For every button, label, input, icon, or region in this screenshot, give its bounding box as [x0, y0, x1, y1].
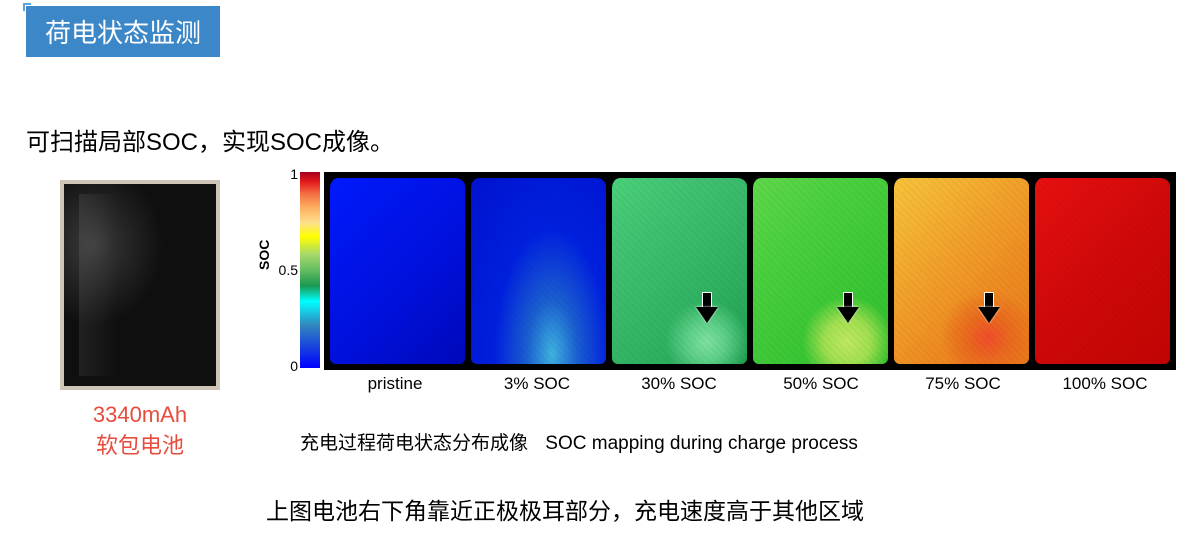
xlabel: 100% SOC [1034, 374, 1176, 394]
arrow-down-icon [696, 293, 718, 323]
heatmap-panel-30soc [612, 178, 747, 364]
xaxis-labels: pristine 3% SOC 30% SOC 50% SOC 75% SOC … [324, 374, 1176, 394]
section-badge-text: 荷电状态监测 [45, 18, 201, 48]
xlabel: 3% SOC [466, 374, 608, 394]
figure-caption-zh: 充电过程荷电状态分布成像 [300, 433, 528, 454]
heatmap-panel-50soc [753, 178, 888, 364]
heatmap-panel-100soc [1035, 178, 1170, 364]
section-badge: 荷电状态监测 [26, 6, 220, 57]
xlabel: 75% SOC [892, 374, 1034, 394]
yaxis-title: SOC [256, 240, 272, 270]
battery-caption: 3340mAh 软包电池 [60, 400, 220, 462]
heatmap-strip [324, 172, 1176, 370]
xlabel: 50% SOC [750, 374, 892, 394]
ytick: 0 [290, 358, 298, 374]
battery-caption-line1: 3340mAh [93, 402, 187, 427]
heatmap-panel-75soc [894, 178, 1029, 364]
heatmap-panel-3soc [471, 178, 606, 364]
xlabel: 30% SOC [608, 374, 750, 394]
yaxis-ticks: 1 0.5 0 [276, 170, 298, 370]
battery-photo [60, 180, 220, 390]
heatmap-panel-pristine [330, 178, 465, 364]
colorbar [300, 172, 320, 368]
arrow-down-icon [978, 293, 1000, 323]
ytick: 0.5 [279, 262, 298, 278]
figure-note: 上图电池右下角靠近正极极耳部分，充电速度高于其他区域 [266, 492, 864, 526]
battery-caption-line2: 软包电池 [96, 433, 184, 458]
arrow-down-icon [837, 293, 859, 323]
figure-caption-en: SOC mapping during charge process [545, 433, 858, 454]
xlabel: pristine [324, 374, 466, 394]
figure-caption: 充电过程荷电状态分布成像 SOC mapping during charge p… [300, 428, 858, 455]
subtitle: 可扫描局部SOC，实现SOC成像。 [26, 122, 394, 157]
ytick: 1 [290, 166, 298, 182]
